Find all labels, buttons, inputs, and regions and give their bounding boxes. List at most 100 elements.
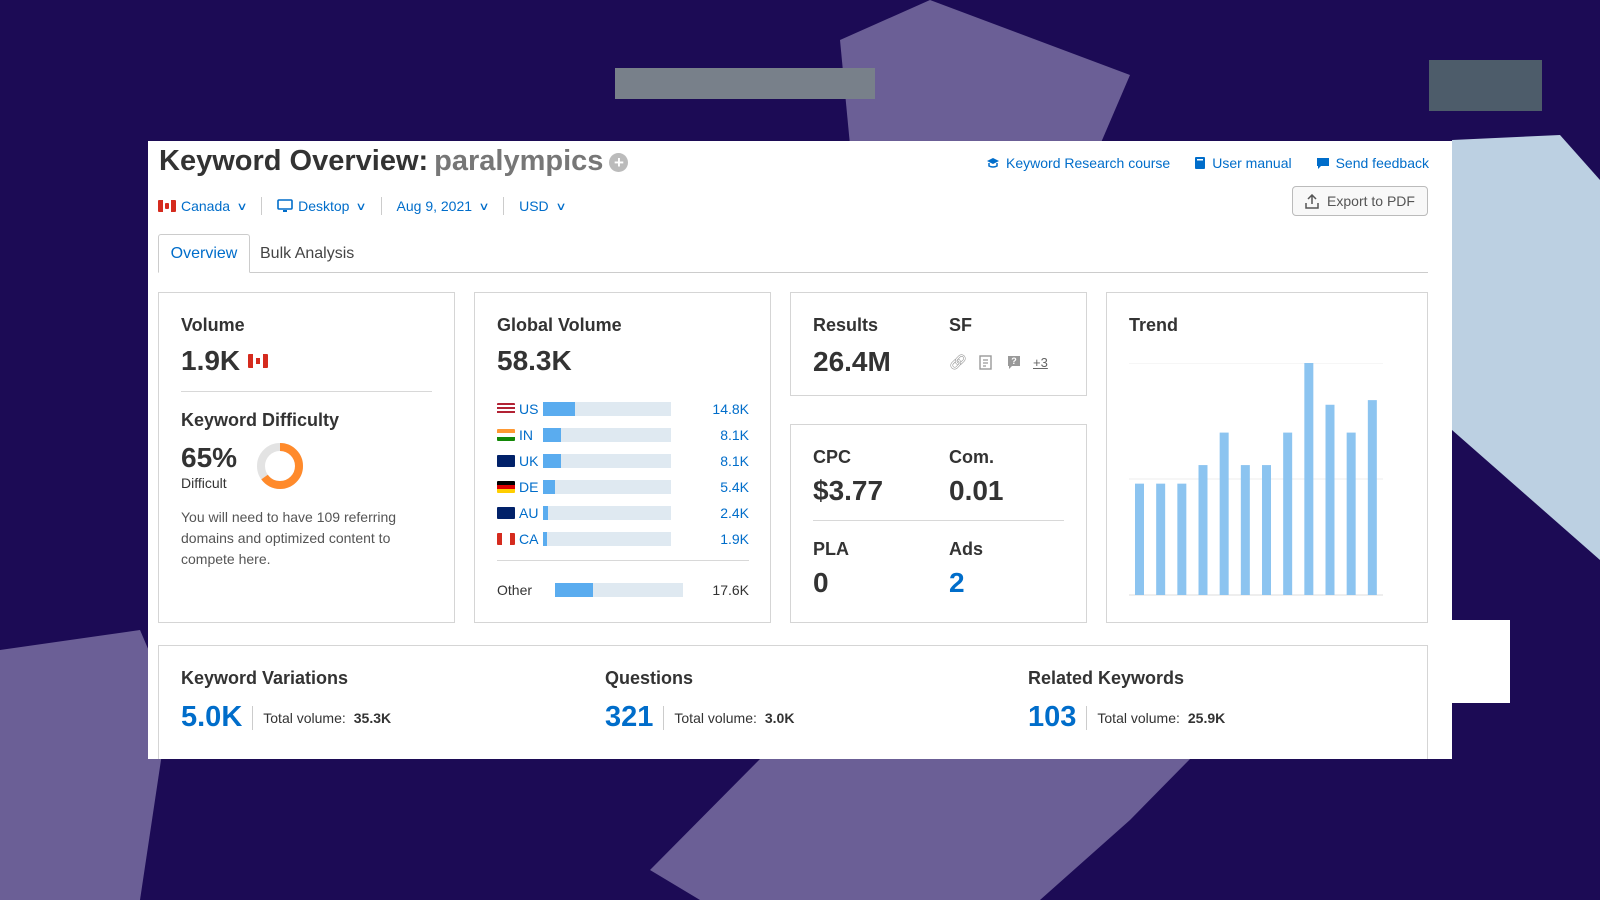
trend-bar[interactable] (1240, 465, 1250, 595)
keyword-ideas-card: Keyword Variations 5.0K Total volume: 35.3… (158, 645, 1428, 759)
volume-bar (543, 402, 575, 416)
keyword-research-course-link[interactable]: Keyword Research course (986, 155, 1170, 171)
global-volume-row-uk[interactable]: UK 8.1K (497, 451, 749, 471)
trend-bar-chart (1129, 363, 1383, 596)
link-icon[interactable]: 🔗︎ (948, 354, 968, 371)
keyword-text: paralympics (434, 145, 604, 177)
volume-label: Volume (181, 315, 245, 335)
trend-bar[interactable] (1156, 483, 1166, 595)
chevron-down-icon: ∨ (555, 200, 567, 213)
ads-label: Ads (949, 539, 984, 559)
canada-flag-icon (158, 200, 176, 212)
difficulty-description: You will need to have 109 referring doma… (181, 509, 397, 567)
cpc-label: CPC (813, 447, 852, 467)
uk-flag-icon (497, 455, 515, 467)
divider (497, 560, 749, 561)
trend-bar[interactable] (1177, 483, 1187, 595)
document-icon[interactable] (977, 353, 995, 371)
global-volume-row-other[interactable]: Other 17.6K (497, 582, 749, 598)
tab-overview[interactable]: Overview (158, 234, 250, 273)
volume-card: Volume 1.9K Keyword Difficulty 65% Diffi… (158, 292, 455, 623)
add-keyword-icon[interactable]: + (609, 152, 629, 172)
tab-bulk-analysis[interactable]: Bulk Analysis (260, 244, 355, 262)
difficulty-donut-chart (257, 443, 303, 489)
trend-bar[interactable] (1325, 404, 1335, 595)
keyword-overview-panel: Keyword Overview: paralympics + Keyword Re… (148, 141, 1452, 759)
upload-icon (1305, 193, 1319, 209)
currency-select[interactable]: USD ∨ (519, 198, 567, 214)
chevron-down-icon: ∨ (478, 200, 490, 213)
volume-value: 1.9K (181, 345, 269, 377)
results-label: Results (813, 315, 879, 335)
header-links: Keyword Research course User manual Send… (986, 155, 1429, 171)
svg-text:?: ? (1011, 356, 1017, 366)
device-select[interactable]: Desktop ∨ (277, 198, 368, 214)
de-flag-icon (497, 481, 515, 493)
ads-value[interactable]: 2 (949, 567, 965, 598)
divider (261, 197, 263, 215)
global-volume-row-in[interactable]: IN 8.1K (497, 425, 749, 445)
pla-label: PLA (813, 539, 849, 559)
trend-bar[interactable] (1135, 483, 1144, 595)
global-volume-value: 58.3K (497, 345, 572, 376)
questions-count[interactable]: 321 (605, 701, 654, 733)
in-flag-icon (497, 429, 515, 441)
keyword-difficulty-label: Keyword Difficulty (181, 410, 340, 430)
com-value: 0.01 (949, 475, 1004, 506)
trend-bar[interactable] (1219, 432, 1229, 595)
serp-features-more[interactable]: +3 (1033, 354, 1048, 370)
trend-label: Trend (1129, 315, 1179, 335)
volume-bar (543, 454, 561, 468)
volume-bar (543, 480, 555, 494)
pla-value: 0 (813, 567, 829, 598)
page-title: Keyword Overview: paralympics + (159, 145, 629, 178)
global-volume-card: Global Volume 58.3K US 14.8K IN 8.1K UK 8.1K D… (474, 292, 771, 623)
title-prefix: Keyword Overview: (159, 145, 429, 177)
sf-label: SF (949, 315, 973, 335)
date-select[interactable]: Aug 9, 2021 ∨ (396, 198, 490, 214)
keyword-variations-count[interactable]: 5.0K (181, 701, 243, 733)
trend-bar[interactable] (1304, 363, 1314, 595)
trend-bar[interactable] (1262, 465, 1271, 595)
chevron-down-icon: ∨ (236, 200, 248, 213)
filter-bar: Canada ∨ Desktop ∨ Aug 9, 2021 ∨ USD ∨ (158, 197, 567, 215)
country-select[interactable]: Canada ∨ (158, 198, 248, 214)
graduation-cap-icon (987, 158, 1000, 168)
global-volume-label: Global Volume (497, 315, 622, 335)
user-manual-link[interactable]: User manual (1194, 155, 1292, 171)
keyword-variations[interactable]: Keyword Variations 5.0K Total volume: 35.3… (181, 668, 392, 733)
trend-bar[interactable] (1346, 432, 1356, 595)
volume-bar (543, 428, 561, 442)
cpc-card: CPC $3.77 Com. 0.01 PLA 0 Ads 2 (790, 424, 1087, 623)
book-icon (1195, 157, 1206, 169)
serp-features: 🔗︎ ? +3 (948, 353, 1048, 371)
trend-bar[interactable] (1283, 432, 1293, 595)
related-keywords[interactable]: Related Keywords 103 Total volume: 25.9K (1028, 668, 1226, 733)
chevron-down-icon: ∨ (355, 200, 368, 213)
related-keywords-count[interactable]: 103 (1028, 701, 1077, 733)
other-volume-bar (555, 583, 594, 597)
trend-bar[interactable] (1367, 400, 1377, 595)
ca-flag-icon (497, 533, 515, 545)
send-feedback-link[interactable]: Send feedback (1316, 155, 1429, 171)
global-volume-row-de[interactable]: DE 5.4K (497, 477, 749, 497)
trend-bar[interactable] (1198, 465, 1208, 595)
us-flag-icon (497, 403, 515, 415)
global-volume-row-ca[interactable]: CA 1.9K (497, 529, 749, 549)
divider (813, 520, 1064, 521)
speech-bubble-icon (1316, 158, 1329, 169)
global-volume-row-au[interactable]: AU 2.4K (497, 503, 749, 523)
global-volume-row-us[interactable]: US 14.8K (497, 399, 749, 419)
com-label: Com. (949, 447, 994, 467)
desktop-icon (277, 199, 293, 212)
results-card: Results 26.4M SF 🔗︎ ? +3 (790, 292, 1087, 396)
export-pdf-button[interactable]: Export to PDF (1292, 186, 1428, 216)
difficulty-level: Difficult (181, 475, 227, 491)
results-value: 26.4M (813, 346, 891, 377)
divider (503, 197, 505, 215)
faq-icon[interactable]: ? (1005, 353, 1023, 371)
keyword-difficulty-value: 65% (181, 442, 238, 473)
questions[interactable]: Questions 321 Total volume: 3.0K (605, 668, 795, 733)
au-flag-icon (497, 507, 515, 519)
